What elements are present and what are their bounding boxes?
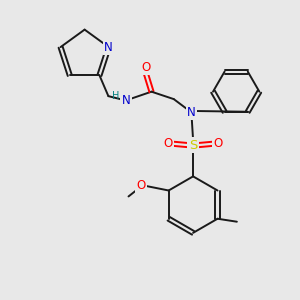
Text: N: N [187, 106, 196, 119]
Text: N: N [104, 40, 113, 54]
Text: H: H [112, 91, 119, 101]
Text: O: O [141, 61, 150, 74]
Text: O: O [136, 179, 146, 192]
Text: N: N [122, 94, 130, 107]
Text: O: O [163, 137, 172, 150]
Text: O: O [214, 137, 223, 150]
Text: S: S [189, 139, 197, 152]
